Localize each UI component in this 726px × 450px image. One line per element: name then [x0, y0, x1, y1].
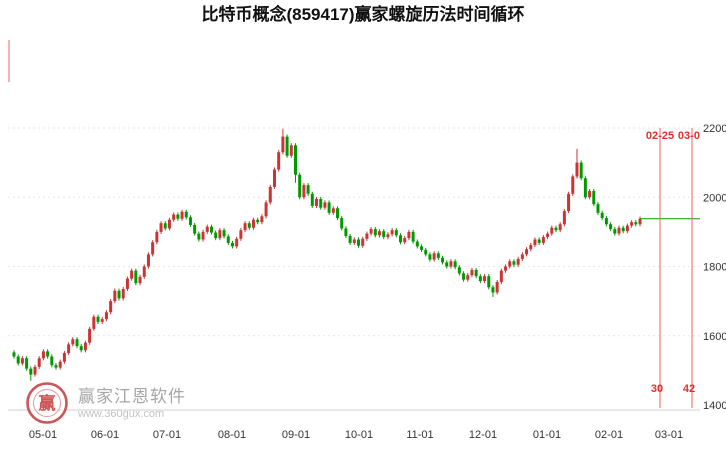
x-axis-label: 11-01 — [406, 429, 433, 441]
y-axis-label: 2000 — [703, 192, 726, 204]
candles — [12, 128, 642, 381]
x-axis-label: 10-01 — [345, 429, 373, 441]
x-axis-label: 08-01 — [218, 429, 246, 441]
x-axis-label: 05-01 — [29, 429, 57, 441]
cycle-labels: 02-25 30 03-09 42 — [646, 130, 706, 395]
x-axis-label: 06-01 — [91, 429, 119, 441]
x-axis-label: 03-01 — [655, 429, 683, 441]
winner-gann-logo-icon: 赢 — [26, 382, 68, 424]
cycle-date-label: 03-09 — [678, 130, 706, 142]
cycle-lines — [8, 40, 693, 408]
x-axis-label: 12-01 — [469, 429, 497, 441]
watermark: 赢 赢家江恩软件 www.360gux.com — [25, 381, 186, 425]
x-axis-label: 02-01 — [595, 429, 623, 441]
grid-lines — [8, 127, 700, 411]
chart-title: 比特币概念(859417)赢家螺旋历法时间循环 — [201, 5, 525, 24]
y-axis-label: 2200 — [703, 123, 726, 135]
x-axis-label: 09-01 — [282, 429, 310, 441]
y-axis-label: 1600 — [703, 331, 726, 343]
watermark-brand-name: 赢家江恩软件 — [78, 386, 186, 406]
x-axis-labels: 05-01 06-01 07-01 08-01 09-01 10-01 11-01 12-01… — [29, 429, 683, 441]
y-axis-labels: 1400 1600 1800 2000 2200 — [703, 123, 726, 412]
logo-character: 赢 — [39, 393, 56, 413]
x-axis-label: 01-01 — [533, 429, 561, 441]
cycle-count-label: 30 — [651, 383, 663, 395]
y-axis-label: 1800 — [703, 262, 726, 274]
x-axis-label: 07-01 — [153, 429, 181, 441]
y-axis-label: 1400 — [703, 400, 726, 412]
watermark-url: www.360gux.com — [78, 407, 165, 420]
cycle-date-label: 02-25 — [646, 130, 674, 142]
cycle-count-label: 42 — [683, 383, 695, 395]
